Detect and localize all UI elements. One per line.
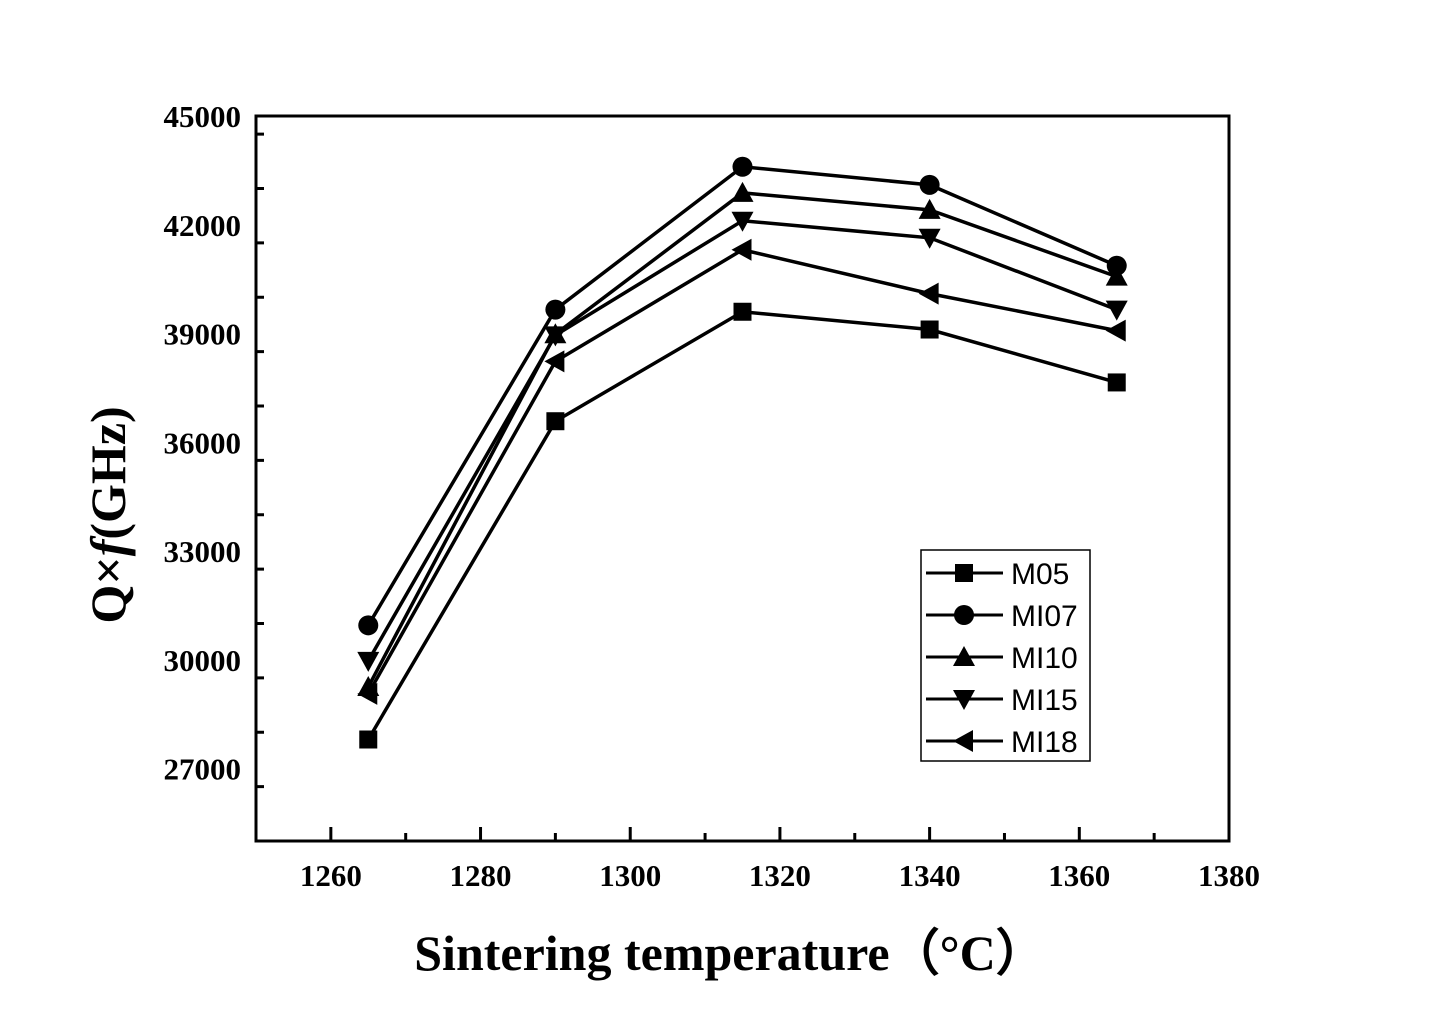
legend-item: MI15	[926, 684, 1078, 717]
plot-frame	[254, 114, 1231, 843]
y-tick-label: 45000	[164, 99, 242, 134]
data-point	[357, 651, 380, 672]
legend: M05 MI07 MI10 MI15 MI18	[920, 549, 1091, 762]
data-point	[732, 156, 753, 177]
data-point	[731, 211, 754, 232]
data-point	[1107, 373, 1126, 392]
data-point	[546, 412, 565, 431]
data-point	[919, 174, 940, 195]
legend-label: M05	[1011, 558, 1069, 591]
data-point	[918, 282, 939, 305]
data-point	[544, 326, 567, 347]
data-point	[544, 350, 565, 373]
y-tick-label: 42000	[164, 208, 242, 243]
series-m05	[359, 302, 1126, 749]
legend-marker	[953, 690, 975, 710]
legend-marker	[954, 605, 974, 625]
legend-label: MI07	[1011, 600, 1078, 633]
y-tick-label: 39000	[164, 317, 242, 352]
legend-label: MI10	[1011, 642, 1078, 675]
legend-item: M05	[926, 558, 1069, 591]
x-tick-label: 1320	[749, 858, 811, 893]
legend-marker	[955, 564, 973, 582]
series-mi18	[357, 238, 1126, 705]
data-point	[1105, 265, 1128, 286]
y-axis: 27000 30000 33000 36000 39000 42000 45000	[164, 99, 264, 789]
y-tick-label: 27000	[164, 752, 242, 787]
y-axis-title-part-3: (GHz)	[80, 406, 136, 539]
x-axis: 1260 1280 1300 1320 1340 1360 1380	[300, 827, 1260, 893]
series-mi07	[358, 156, 1127, 636]
data-point	[918, 228, 941, 249]
series-group	[357, 156, 1128, 749]
y-tick-label: 36000	[164, 425, 242, 460]
legend-item: MI18	[926, 726, 1078, 759]
x-tick-label: 1280	[450, 858, 512, 893]
y-tick-label: 33000	[164, 534, 242, 569]
legend-marker	[953, 646, 975, 666]
x-tick-label: 1260	[300, 858, 362, 893]
legend-label: MI15	[1011, 684, 1078, 717]
y-axis-title: Q×f(GHz)	[80, 406, 136, 623]
data-point	[918, 198, 941, 219]
series-mi15	[357, 211, 1128, 672]
data-point	[358, 615, 379, 636]
x-tick-label: 1380	[1198, 858, 1260, 893]
x-tick-label: 1360	[1048, 858, 1110, 893]
data-point	[731, 181, 754, 202]
legend-label: MI18	[1011, 726, 1078, 759]
legend-item: MI07	[926, 600, 1078, 633]
y-tick-label: 30000	[164, 643, 242, 678]
legend-item: MI10	[926, 642, 1078, 675]
x-tick-label: 1340	[899, 858, 961, 893]
y-axis-title-part-2: f	[80, 535, 136, 556]
data-point	[357, 682, 378, 705]
data-point	[1105, 300, 1128, 321]
legend-marker	[953, 730, 973, 752]
x-tick-label: 1300	[599, 858, 661, 893]
data-point	[920, 320, 939, 339]
y-axis-title-part-1: Q×	[80, 556, 136, 623]
data-point	[545, 299, 566, 320]
data-point	[731, 238, 752, 261]
data-point	[733, 302, 752, 321]
data-point	[359, 730, 378, 749]
x-axis-title: Sintering temperature（°C）	[414, 925, 1045, 981]
data-point	[1105, 319, 1126, 342]
